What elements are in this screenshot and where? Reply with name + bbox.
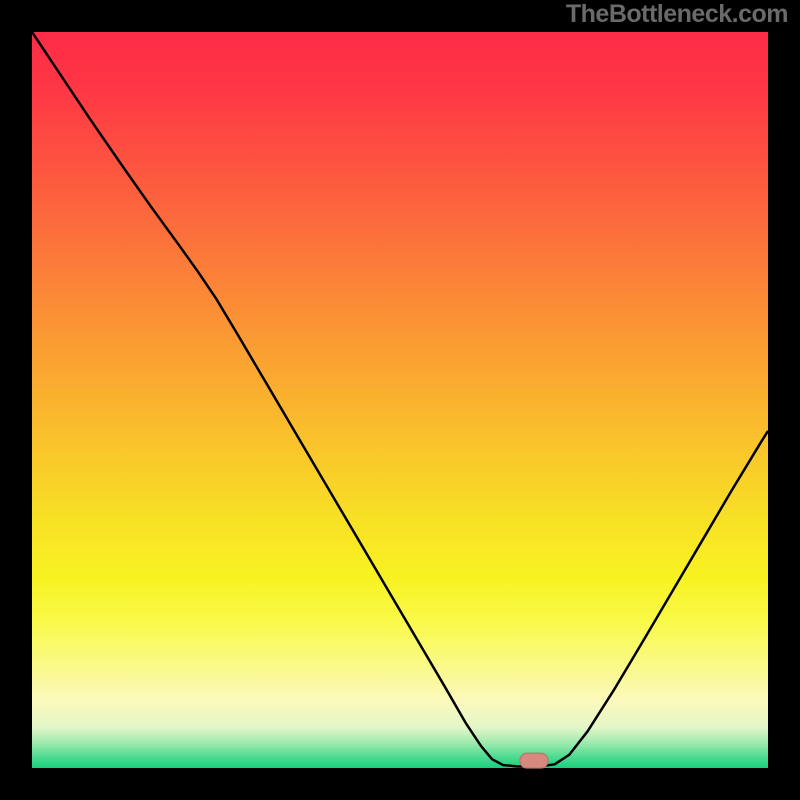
chart-background: [32, 32, 768, 768]
watermark-text: TheBottleneck.com: [566, 0, 788, 29]
optimal-marker: [520, 753, 548, 768]
bottleneck-chart: [0, 0, 800, 800]
chart-container: TheBottleneck.com: [0, 0, 800, 800]
